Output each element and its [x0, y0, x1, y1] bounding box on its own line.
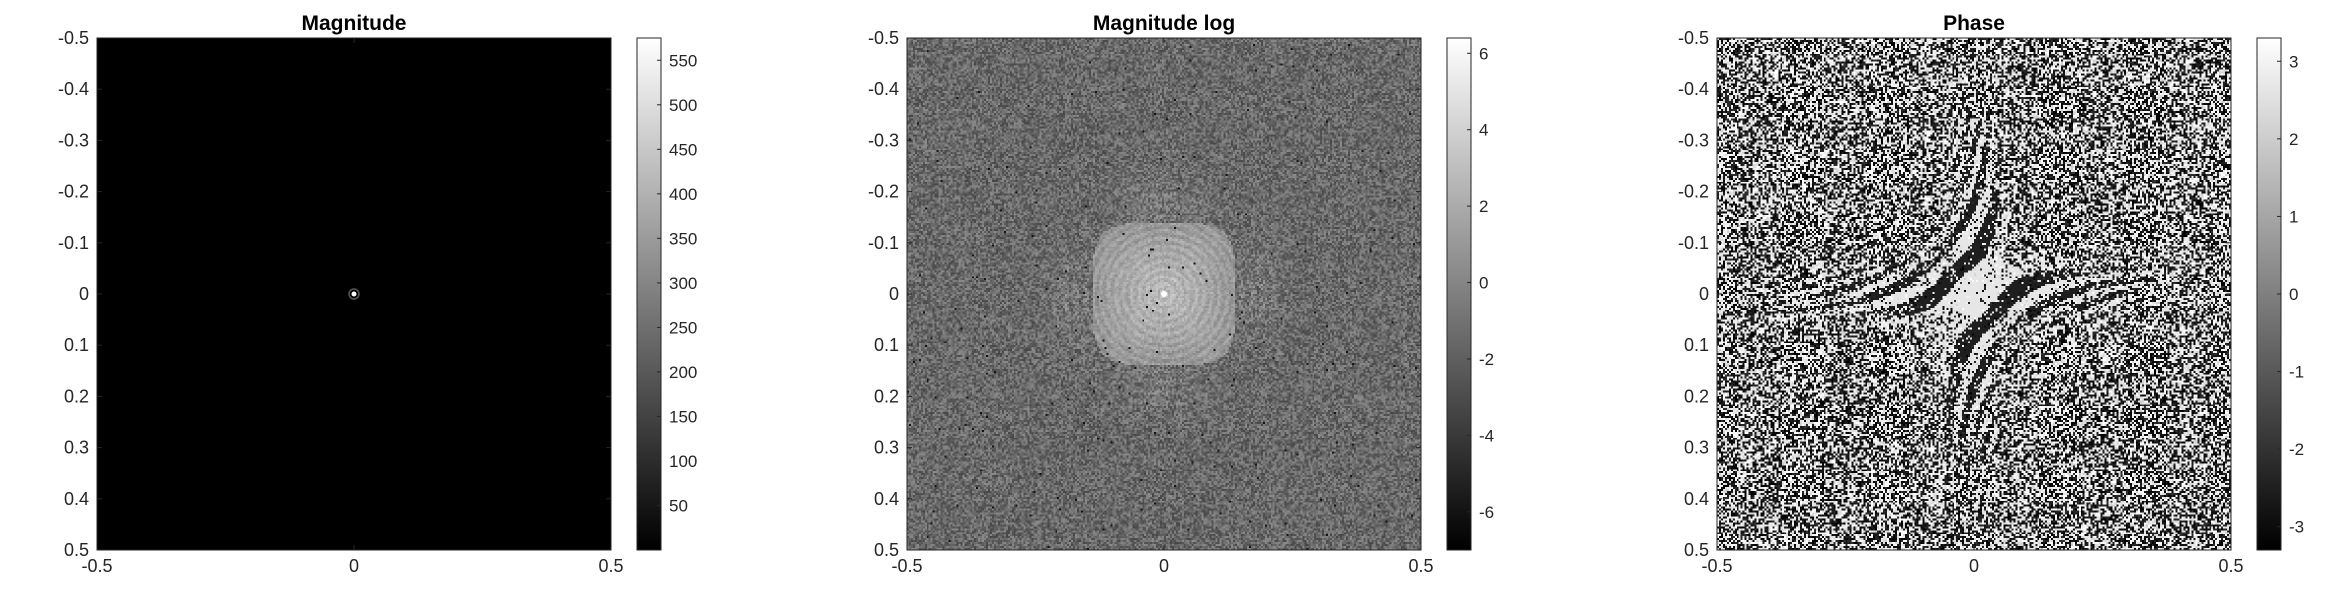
chart-title: Magnitude [302, 12, 407, 35]
colorbar-tick-label: 500 [669, 96, 697, 115]
y-tick-label: 0.5 [64, 540, 89, 560]
y-tick-label: 0.1 [874, 335, 899, 355]
colorbar-tick-label: -3 [2289, 518, 2304, 537]
chart-2: Magnitude log -0.5 -0.4 -0.3 -0.2 -0.1 0 0.1 0.2… [868, 12, 1494, 576]
colorbar-tick-label: 100 [669, 452, 697, 471]
heatmap-image [1717, 38, 2231, 550]
y-tick-label: -0.4 [1678, 79, 1709, 99]
y-tick-label: 0.3 [1684, 438, 1709, 458]
peak-point [1161, 291, 1167, 297]
colorbar-tick-label: 2 [1479, 197, 1488, 216]
y-tick-label: 0.4 [1684, 489, 1709, 509]
y-tick-label: 0.4 [64, 489, 89, 509]
y-tick-label: -0.4 [58, 79, 89, 99]
y-tick-label: 0.1 [64, 335, 89, 355]
y-tick-label: -0.1 [868, 233, 899, 253]
y-tick-label: -0.5 [868, 28, 899, 48]
y-tick-label: 0.4 [874, 489, 899, 509]
colorbar-tick-label: 1 [2289, 207, 2298, 226]
peak-point [351, 291, 357, 297]
colorbar-tick-label: 3 [2289, 52, 2298, 71]
y-tick-label: 0.2 [1684, 386, 1709, 406]
colorbar-tick-label: 4 [1479, 121, 1488, 140]
colorbar-tick-label: 550 [669, 51, 697, 70]
peak-halo [348, 288, 360, 300]
y-tick-label: 0.1 [1684, 335, 1709, 355]
chart-title: Phase [1943, 12, 2005, 35]
colorbar [637, 38, 661, 550]
chart-title: Magnitude log [1093, 12, 1235, 35]
colorbar-tick-label: -2 [1479, 350, 1494, 369]
colorbar-tick-label: -1 [2289, 363, 2304, 382]
y-tick-label: 0 [1699, 284, 1709, 304]
x-tick-label: 0 [1159, 556, 1169, 576]
chart-3: Phase -0.5 -0.4 -0.3 -0.2 -0.1 0 0.1 0.2 0.3 0.4 0.… [1678, 12, 2304, 576]
x-tick-label: -0.5 [891, 556, 922, 576]
colorbar-tick-label: 350 [669, 229, 697, 248]
x-tick-label: 0.5 [598, 556, 623, 576]
colorbar-tick-label: 0 [2289, 285, 2298, 304]
y-tick-label: 0 [889, 284, 899, 304]
y-tick-label: -0.1 [58, 233, 89, 253]
colorbar [1447, 38, 1471, 550]
colorbar-tick-label: 50 [669, 496, 688, 515]
y-tick-label: -0.3 [1678, 130, 1709, 150]
colorbar-tick-label: 6 [1479, 44, 1488, 63]
y-tick-label: -0.2 [1678, 182, 1709, 202]
x-tick-label: 0.5 [2218, 556, 2243, 576]
colorbar-tick-label: 400 [669, 185, 697, 204]
colorbar-tick-label: -6 [1479, 503, 1494, 522]
y-tick-label: 0.3 [874, 438, 899, 458]
colorbar-tick-label: -4 [1479, 426, 1494, 445]
y-tick-label: -0.2 [868, 182, 899, 202]
x-tick-label: -0.5 [81, 556, 112, 576]
colorbar-tick-label: 300 [669, 274, 697, 293]
y-tick-label: -0.3 [58, 130, 89, 150]
y-tick-label: 0.5 [1684, 540, 1709, 560]
y-tick-label: -0.3 [868, 130, 899, 150]
colorbar-tick-label: 150 [669, 407, 697, 426]
x-tick-label: 0.5 [1408, 556, 1433, 576]
colorbar-tick-label: 450 [669, 140, 697, 159]
colorbar-box [1446, 37, 1472, 551]
colorbar-tick-label: 0 [1479, 274, 1488, 293]
y-tick-label: -0.2 [58, 182, 89, 202]
y-tick-label: 0.2 [874, 386, 899, 406]
y-tick-label: 0.2 [64, 386, 89, 406]
x-tick-label: -0.5 [1701, 556, 1732, 576]
colorbar-tick-label: 250 [669, 318, 697, 337]
y-tick-label: -0.1 [1678, 233, 1709, 253]
y-tick-label: -0.4 [868, 79, 899, 99]
x-tick-label: 0 [1969, 556, 1979, 576]
colorbar-box [636, 37, 662, 551]
colorbar-tick-label: 2 [2289, 130, 2298, 149]
y-tick-label: 0 [79, 284, 89, 304]
colorbar-tick-label: 200 [669, 363, 697, 382]
chart-1: Magnitude -0.5 -0.4 -0.3 -0.2 -0.1 0 0.1 0.2 0.3 0… [58, 12, 697, 576]
y-tick-label: 0.5 [874, 540, 899, 560]
y-tick-label: -0.5 [1678, 28, 1709, 48]
x-tick-label: 0 [349, 556, 359, 576]
colorbar-tick-label: -2 [2289, 440, 2304, 459]
y-tick-label: -0.5 [58, 28, 89, 48]
y-tick-label: 0.3 [64, 438, 89, 458]
